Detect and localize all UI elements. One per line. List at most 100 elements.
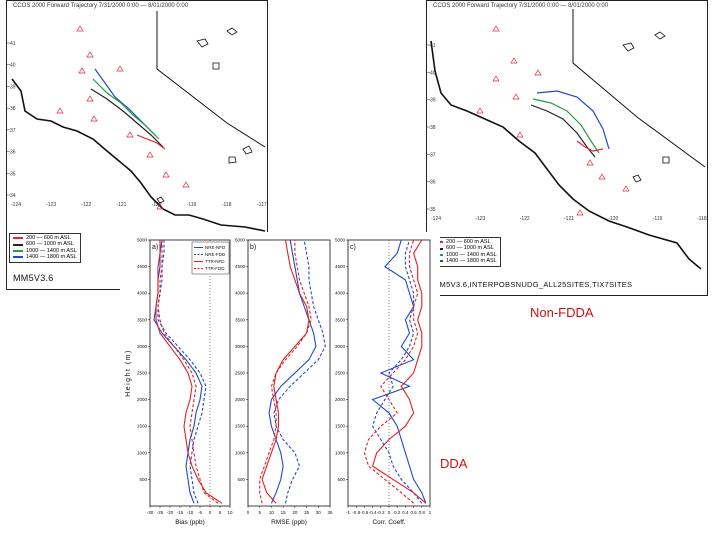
- y-tick-label: 5000: [235, 238, 246, 243]
- map-footer: MM5V3.6,INTERPOBSNUDG_ALL25SITES,TIX7SIT…: [433, 280, 633, 289]
- x-tick-label: -1: [346, 510, 350, 515]
- profile-panel-3: c)-1 -0.8 -0.6 -0.4 -0.2 0 0.2 0.4 0.6 0.8 1500100…: [335, 238, 432, 527]
- trajectory-green: [92, 78, 160, 140]
- x-tick-label: 35: [327, 510, 333, 515]
- y-tick-label: 4500: [137, 264, 148, 269]
- map-footer: MM5V3.6: [13, 273, 54, 283]
- y-tick-label: 1500: [235, 424, 246, 429]
- state-border: [156, 11, 266, 148]
- lat-tick-label: 39: [430, 98, 436, 104]
- lat-tick-label: 34: [10, 193, 16, 199]
- y-tick-label: 500: [337, 477, 345, 482]
- profile-panel-2: b) 0 5 10 15 20 25 30 35 500 1000 1500 2000 2500 3000 3…: [235, 238, 333, 527]
- map-title: CCOS 2000 Forward Trajectory 7/31/2000 0…: [433, 3, 609, 9]
- x-tick-label: -25: [157, 510, 164, 515]
- y-tick-label: 3000: [335, 344, 346, 349]
- y-tick-label: 2500: [137, 371, 148, 376]
- lat-tick-label: 35: [430, 207, 436, 213]
- legend-label: 200 — 600 m ASL: [26, 235, 71, 241]
- y-tick-label: 2000: [235, 397, 246, 402]
- trajectory-blue: [94, 68, 156, 136]
- state-border: [572, 9, 706, 168]
- lakes: [622, 31, 670, 183]
- x-tick-label: -5: [198, 510, 202, 515]
- y-tick-label: 3500: [235, 317, 246, 322]
- lat-tick-label: 38: [10, 106, 16, 112]
- y-tick-label: 4000: [335, 291, 346, 296]
- lon-tick-label: -120: [608, 216, 618, 222]
- lon-tick-label: -117: [257, 202, 267, 208]
- x-tick-label: 0.2: [394, 510, 401, 515]
- x-tick-label: -15: [177, 510, 184, 515]
- lon-tick-label: -124: [11, 202, 21, 208]
- lon-tick-label: -122: [520, 216, 530, 222]
- map-left-ticks: 41 40 39 38 37 36 35 34 -124 -123 -122 -121 -120 -119…: [7, 41, 267, 208]
- series-line: [273, 239, 326, 504]
- x-tick-label: -10: [187, 510, 194, 515]
- x-tick-label: 10: [269, 510, 275, 515]
- fdda-label: FDDA: [432, 456, 468, 471]
- series-line: [363, 239, 419, 504]
- x-tick-label: 1: [429, 510, 432, 515]
- lakes: [156, 27, 253, 204]
- y-tick-label: 4000: [137, 291, 148, 296]
- series-line: [372, 239, 423, 504]
- lon-tick-label: -123: [46, 202, 56, 208]
- y-tick-label: 3500: [137, 317, 148, 322]
- lon-tick-label: -122: [81, 202, 91, 208]
- lat-tick-label: 39: [10, 84, 16, 90]
- legend-swatch: [13, 243, 23, 246]
- lon-tick-label: -118: [222, 202, 232, 208]
- x-axis-label: RMSE (ppb): [271, 519, 307, 526]
- legend-row: 200 — 600 m ASL: [13, 235, 77, 241]
- y-tick-label: 3000: [137, 344, 148, 349]
- lat-tick-label: 37: [10, 128, 16, 134]
- x-tick-label: 0: [388, 510, 391, 515]
- x-tick-label: -0.6: [361, 510, 369, 515]
- legend-label: 1000 — 1400 m ASL: [26, 247, 77, 254]
- legend-entry: NRE-FDD: [205, 252, 226, 257]
- y-tick-label: 5000: [335, 238, 346, 243]
- x-tick-label: 25: [304, 510, 310, 515]
- lat-tick-label: 38: [430, 125, 436, 131]
- lat-tick-label: 40: [10, 63, 16, 69]
- legend-swatch: [13, 250, 23, 253]
- lon-tick-label: -121: [564, 216, 574, 222]
- map-right-ticks: 41 40 39 38 37 36 35 -124 -123 -122 -121 -120 -119 -1…: [427, 43, 707, 222]
- non-fdda-label: Non-FDDA: [530, 305, 594, 320]
- legend-row: 1400 — 1800 m ASL: [433, 258, 497, 264]
- coastline: [11, 78, 266, 232]
- chart-legend: NRE-NFD NRE-FDD TTR-NFD TTR-FDD: [191, 241, 230, 275]
- legend-label: 1400 — 1800 m ASL: [26, 254, 77, 261]
- lon-tick-label: -119: [187, 202, 197, 208]
- x-tick-label: 10: [227, 510, 233, 515]
- legend-label: 600 — 1000 m ASL: [26, 241, 74, 248]
- lon-tick-label: -121: [116, 202, 126, 208]
- legend-swatch: [13, 237, 23, 240]
- series-line: [268, 239, 317, 504]
- panel-label: c): [350, 244, 356, 251]
- x-tick-label: -0.4: [369, 510, 377, 515]
- x-tick-label: 5: [258, 510, 261, 515]
- y-tick-label: 4500: [235, 264, 246, 269]
- y-tick-label: 500: [139, 477, 147, 482]
- lon-tick-label: -119: [653, 216, 663, 222]
- map-legend: 200 — 600 m ASL 600 — 1000 m ASL 1000 — …: [9, 233, 81, 263]
- series-line: [259, 240, 312, 504]
- legend-swatch: [13, 256, 23, 259]
- trajectory-green: [532, 98, 600, 154]
- lat-tick-label: 41: [10, 41, 16, 47]
- lat-tick-label: 41: [430, 43, 436, 49]
- panel-label: a): [152, 244, 158, 251]
- y-tick-label: 2500: [335, 371, 346, 376]
- y-tick-label: 2500: [235, 371, 246, 376]
- x-tick-label: -0.2: [377, 510, 385, 515]
- lat-tick-label: 36: [430, 180, 436, 186]
- x-tick-label: -30: [147, 510, 154, 515]
- x-tick-label: 0.4: [402, 510, 409, 515]
- profile-panel-1: a) -30 -25 -20 -15 -10 -5 0 5 10 500 1000 1500 2000 25…: [125, 238, 233, 527]
- lon-tick-label: -123: [475, 216, 485, 222]
- legend-entry: TTR-NFD: [205, 259, 225, 264]
- lon-tick-label: -124: [431, 216, 441, 222]
- map-right-svg: 41 40 39 38 37 36 35 -124 -123 -122 -121 -120 -119 -1…: [427, 9, 707, 270]
